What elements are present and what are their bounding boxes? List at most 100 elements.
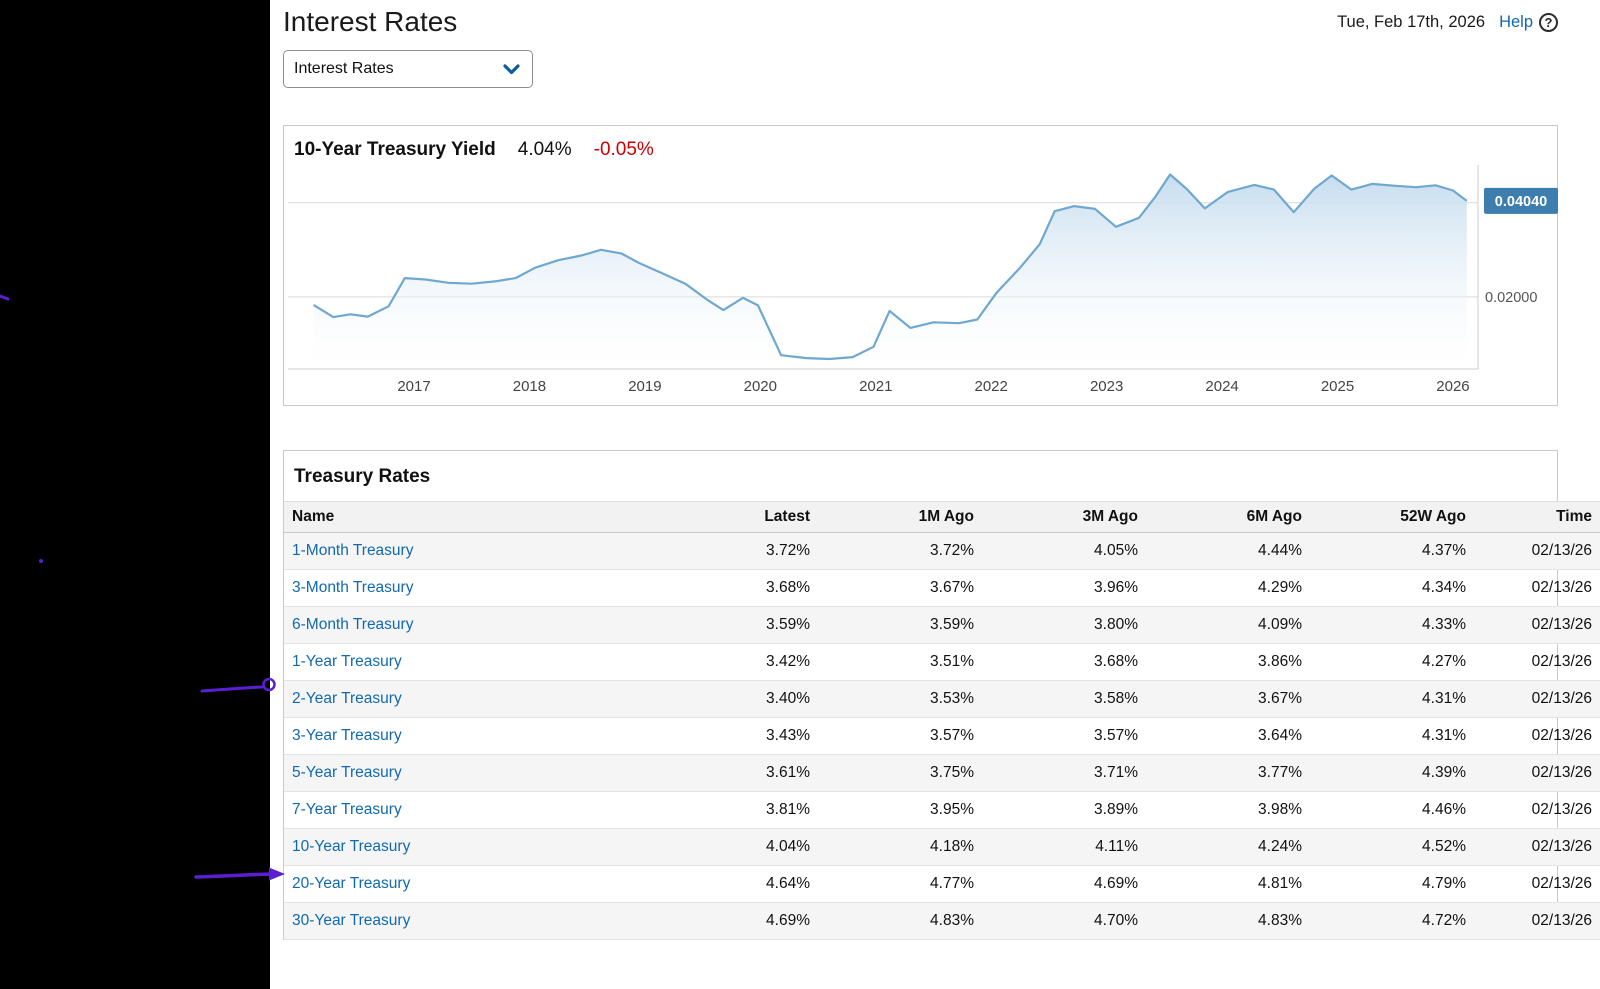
treasury-rates-panel: Treasury Rates Name Latest 1M Ago 3M Ago 6M … (283, 450, 1600, 940)
cell-value: 4.34% (1310, 569, 1474, 607)
cell-value: 4.79% (1310, 865, 1474, 903)
cell-value: 4.44% (1146, 532, 1310, 570)
cell-time: 02/13/26 (1474, 828, 1600, 866)
cell-value: 4.24% (1146, 828, 1310, 866)
column-header-6m-ago: 6M Ago (1146, 501, 1310, 533)
x-tick-label: 2019 (628, 378, 661, 395)
table-row: 2-Year Treasury 3.40% 3.53% 3.58% 3.67% 4.31%… (284, 680, 1600, 718)
treasury-link[interactable]: 1-Month Treasury (292, 542, 414, 559)
cell-value: 3.68% (982, 643, 1146, 681)
cell-time: 02/13/26 (1474, 902, 1600, 940)
help-link-label[interactable]: Help (1499, 12, 1533, 31)
cell-time: 02/13/26 (1474, 606, 1600, 644)
treasury-link[interactable]: 3-Year Treasury (292, 727, 402, 744)
chart-change-value: -0.05% (593, 139, 654, 160)
treasury-link[interactable]: 3-Month Treasury (292, 579, 414, 596)
yield-line-chart: 2017 2018 2019 2020 2021 2022 2023 2024 2025 2026… (288, 165, 1558, 395)
cell-value: 4.18% (818, 828, 982, 866)
cell-value: 4.29% (1146, 569, 1310, 607)
x-tick-label: 2023 (1090, 378, 1123, 395)
question-circle-icon[interactable]: ? (1539, 12, 1558, 32)
interest-rates-dropdown[interactable]: Interest Rates (283, 50, 533, 88)
cell-value: 3.57% (982, 717, 1146, 755)
x-tick-label: 2024 (1205, 378, 1238, 395)
cell-value: 3.75% (818, 754, 982, 792)
treasury-link[interactable]: 2-Year Treasury (292, 690, 402, 707)
treasury-link[interactable]: 1-Year Treasury (292, 653, 402, 670)
cell-value: 4.04% (654, 828, 818, 866)
treasury-rates-table: Name Latest 1M Ago 3M Ago 6M Ago 52W Ago Time … (284, 501, 1600, 940)
column-header-time: Time (1474, 501, 1600, 533)
table-row: 10-Year Treasury 4.04% 4.18% 4.11% 4.24% 4.52… (284, 828, 1600, 866)
cell-value: 3.68% (654, 569, 818, 607)
x-tick-label: 2022 (975, 378, 1008, 395)
table-row: 7-Year Treasury 3.81% 3.95% 3.89% 3.98% 4.46%… (284, 791, 1600, 829)
cell-value: 3.42% (654, 643, 818, 681)
cell-value: 4.39% (1310, 754, 1474, 792)
table-row: 5-Year Treasury 3.61% 3.75% 3.71% 3.77% 4.39%… (284, 754, 1600, 792)
x-tick-label: 2026 (1436, 378, 1469, 395)
y-axis-label: 0.02000 (1485, 290, 1537, 306)
cell-value: 3.72% (818, 532, 982, 570)
page-header: Interest Rates Tue, Feb 17th, 2026 Help … (283, 6, 1558, 38)
cell-value: 3.59% (818, 606, 982, 644)
cell-value: 4.52% (1310, 828, 1474, 866)
cell-value: 4.81% (1146, 865, 1310, 903)
cell-value: 4.69% (982, 865, 1146, 903)
cell-value: 4.69% (654, 902, 818, 940)
cell-value: 3.81% (654, 791, 818, 829)
treasury-rates-heading: Treasury Rates (294, 466, 431, 487)
table-row: 1-Month Treasury 3.72% 3.72% 4.05% 4.44% 4.37… (284, 532, 1600, 570)
cell-value: 4.77% (818, 865, 982, 903)
cell-value: 4.31% (1310, 680, 1474, 718)
column-header-name: Name (284, 501, 654, 533)
table-row: 3-Year Treasury 3.43% 3.57% 3.57% 3.64% 4.31%… (284, 717, 1600, 755)
cell-value: 4.09% (1146, 606, 1310, 644)
cell-value: 4.83% (818, 902, 982, 940)
cell-value: 4.33% (1310, 606, 1474, 644)
treasury-link[interactable]: 10-Year Treasury (292, 838, 411, 855)
cell-value: 3.57% (818, 717, 982, 755)
cell-time: 02/13/26 (1474, 643, 1600, 681)
treasury-link[interactable]: 30-Year Treasury (292, 912, 411, 929)
table-header-row: Name Latest 1M Ago 3M Ago 6M Ago 52W Ago Time (284, 501, 1600, 533)
x-tick-label: 2020 (744, 378, 777, 395)
cell-time: 02/13/26 (1474, 865, 1600, 903)
cell-value: 3.89% (982, 791, 1146, 829)
chart-header: 10-Year Treasury Yield 4.04% -0.05% (284, 126, 1557, 163)
cell-value: 4.72% (1310, 902, 1474, 940)
treasury-link[interactable]: 20-Year Treasury (292, 875, 411, 892)
cell-value: 4.64% (654, 865, 818, 903)
cell-value: 3.59% (654, 606, 818, 644)
cell-value: 3.72% (654, 532, 818, 570)
column-header-latest: Latest (654, 501, 818, 533)
cell-value: 3.96% (982, 569, 1146, 607)
cell-value: 3.71% (982, 754, 1146, 792)
table-row: 1-Year Treasury 3.42% 3.51% 3.68% 3.86% 4.27%… (284, 643, 1600, 681)
cell-time: 02/13/26 (1474, 680, 1600, 718)
cell-value: 4.83% (1146, 902, 1310, 940)
last-value-badge-label: 0.04040 (1495, 194, 1547, 210)
treasury-link[interactable]: 5-Year Treasury (292, 764, 402, 781)
annotation-dash (0, 294, 10, 301)
area-fill (313, 174, 1467, 369)
cell-value: 3.86% (1146, 643, 1310, 681)
column-header-3m-ago: 3M Ago (982, 501, 1146, 533)
cell-value: 4.27% (1310, 643, 1474, 681)
treasury-link[interactable]: 6-Month Treasury (292, 616, 414, 633)
x-tick-label: 2018 (513, 378, 546, 395)
table-row: 6-Month Treasury 3.59% 3.59% 3.80% 4.09% 4.33… (284, 606, 1600, 644)
cell-value: 3.95% (818, 791, 982, 829)
treasury-link[interactable]: 7-Year Treasury (292, 801, 402, 818)
help-link[interactable]: Help ? (1499, 12, 1558, 32)
chart-title: 10-Year Treasury Yield (294, 139, 496, 160)
annotation-arrow-10-year (194, 872, 274, 879)
page-title: Interest Rates (283, 6, 458, 37)
chart-current-value: 4.04% (517, 139, 572, 160)
cell-value: 3.61% (654, 754, 818, 792)
table-row: 3-Month Treasury 3.68% 3.67% 3.96% 4.29% 4.34… (284, 569, 1600, 607)
cell-value: 3.40% (654, 680, 818, 718)
cell-value: 4.31% (1310, 717, 1474, 755)
table-row: 20-Year Treasury 4.64% 4.77% 4.69% 4.81% 4.79… (284, 865, 1600, 903)
cell-value: 3.98% (1146, 791, 1310, 829)
